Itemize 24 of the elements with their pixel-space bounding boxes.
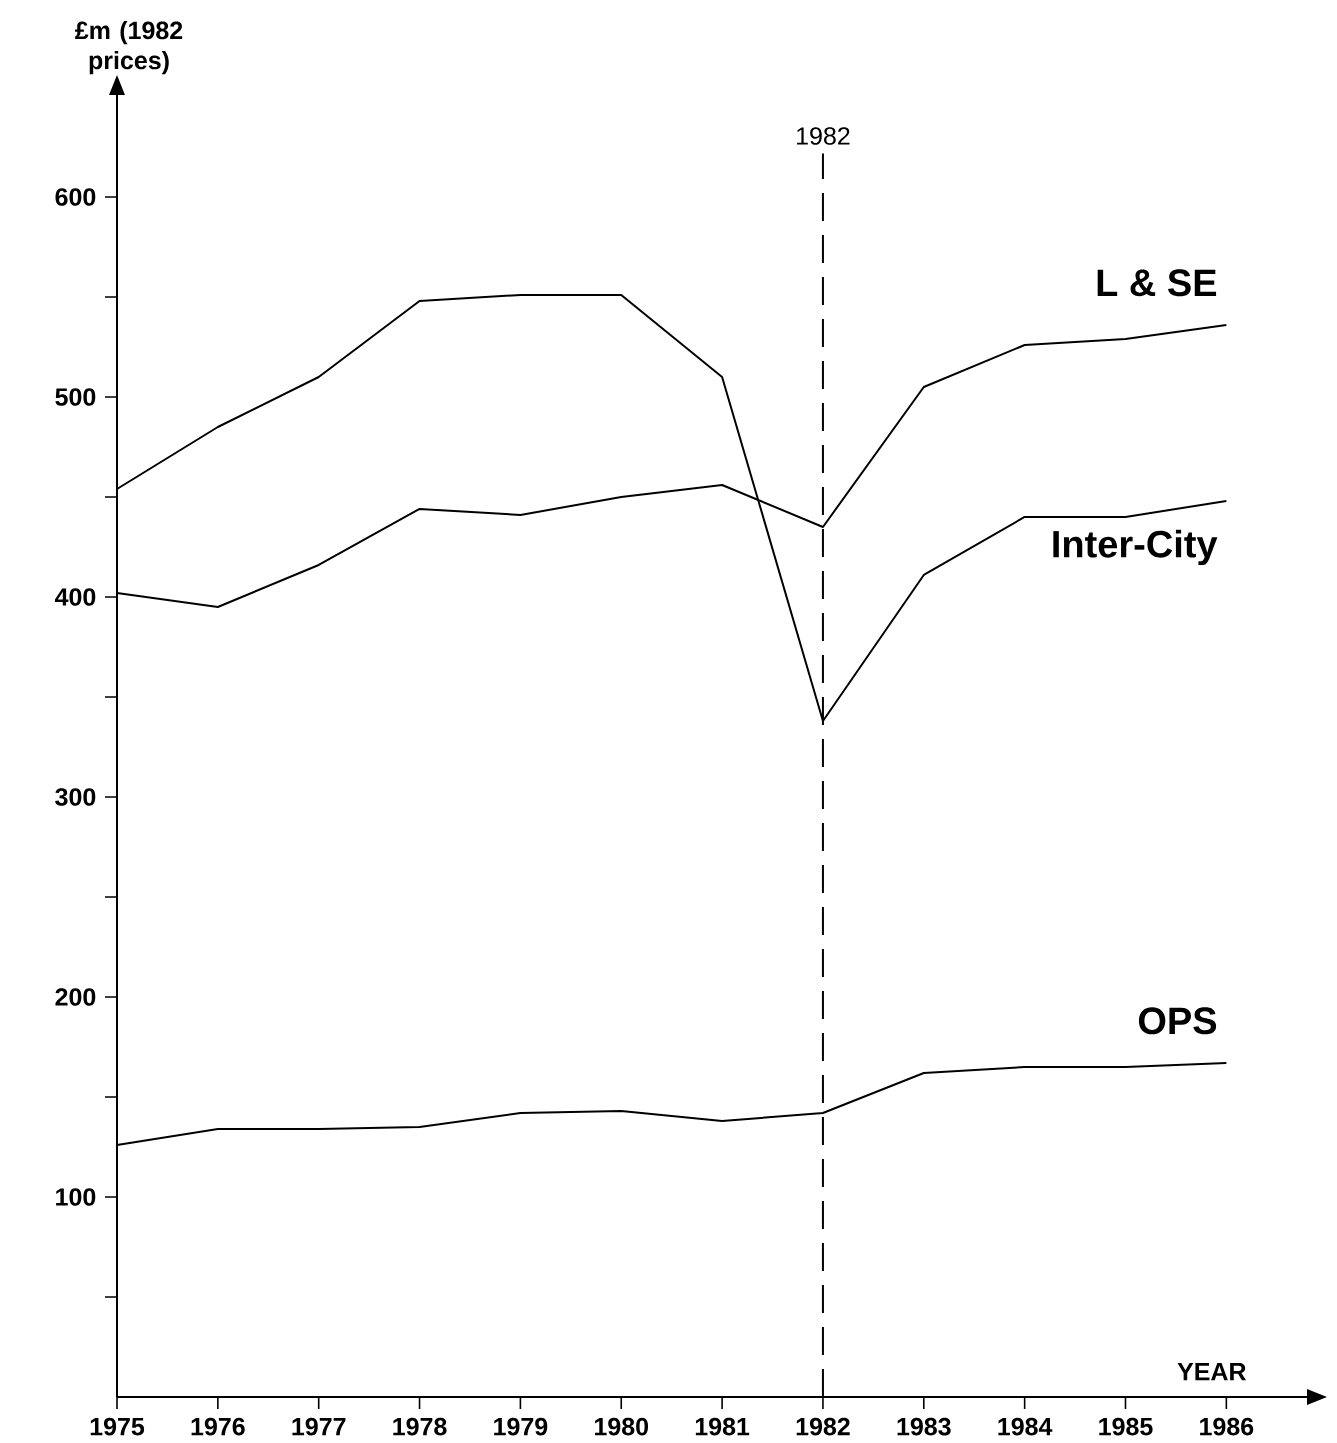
x-axis-title: YEAR: [1177, 1363, 1247, 1381]
y-tick-label: 300: [55, 788, 96, 806]
y-tick-label: 500: [55, 388, 96, 406]
x-tick-label: 1986: [1200, 1417, 1254, 1436]
x-tick-label: 1975: [90, 1417, 145, 1436]
series-label: L & SE: [1097, 269, 1217, 297]
y-tick-label: 400: [54, 588, 96, 606]
y-tick-label: 200: [55, 988, 96, 1006]
y-tick-label: 600: [55, 188, 96, 206]
x-tick-label: 1985: [1099, 1417, 1153, 1436]
x-tick-label: 1976: [191, 1417, 245, 1436]
x-tick-label: 1980: [595, 1417, 649, 1436]
ref-line-label: 1982: [797, 127, 850, 145]
x-tick-label: 1984: [998, 1417, 1053, 1436]
x-tick-label: 1977: [292, 1417, 346, 1436]
x-tick-label: 1981: [695, 1417, 750, 1436]
series-label: Inter-City: [1053, 529, 1218, 566]
y-axis-title: £m (1982 prices): [75, 20, 183, 75]
x-tick-label: 1983: [897, 1417, 951, 1436]
series-label: OPS: [1138, 1007, 1217, 1035]
x-tick-label: 1978: [393, 1417, 447, 1436]
y-tick-label: 100: [56, 1188, 96, 1206]
x-tick-label: 1979: [494, 1417, 548, 1436]
x-tick-label: 1982: [796, 1417, 850, 1436]
